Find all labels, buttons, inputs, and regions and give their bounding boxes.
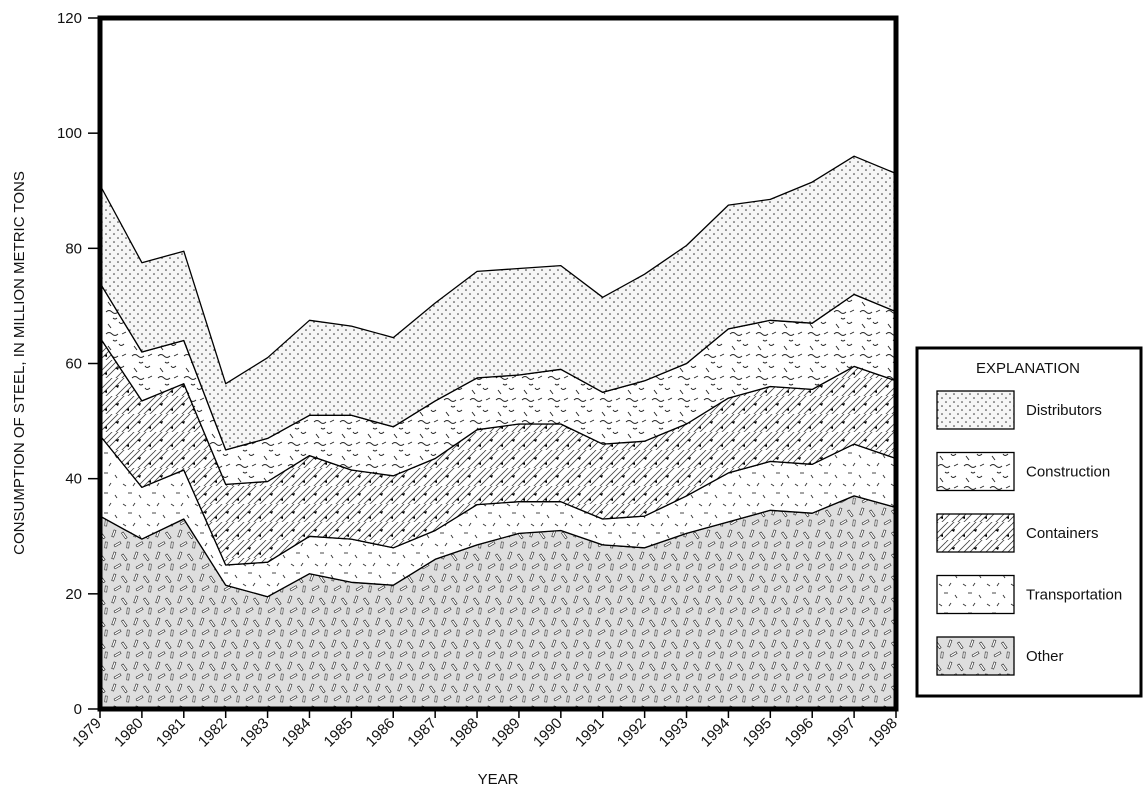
- x-tick-label: 1992: [614, 715, 650, 751]
- series-areas: [99, 155, 897, 710]
- x-tick-label: 1991: [572, 715, 608, 751]
- y-axis: 0 20 40 60 80 100 120: [57, 10, 100, 718]
- x-tick-label: 1983: [237, 715, 273, 751]
- legend-label-other: Other: [1026, 648, 1064, 665]
- x-tick-label: 1995: [740, 715, 776, 751]
- x-tick-label: 1994: [698, 715, 734, 751]
- x-tick-label: 1993: [656, 715, 692, 751]
- x-axis: 1979 1980 1981 1982 1983 1984 1985 1986 1987 1988…: [69, 709, 901, 750]
- x-tick-label: 1998: [865, 715, 901, 751]
- legend-swatch-containers: [936, 513, 1015, 553]
- x-tick-label: 1996: [781, 715, 817, 751]
- x-tick-label: 1990: [530, 715, 566, 751]
- y-tick-label: 0: [74, 701, 82, 718]
- x-tick-label: 1980: [111, 715, 147, 751]
- x-tick-label: 1982: [195, 715, 231, 751]
- x-tick-label: 1986: [362, 715, 398, 751]
- legend-label-transportation: Transportation: [1026, 587, 1122, 604]
- legend-label-distributors: Distributors: [1026, 402, 1102, 419]
- x-tick-label: 1984: [279, 715, 315, 751]
- y-tick-label: 100: [57, 125, 82, 142]
- x-tick-label: 1997: [823, 715, 859, 751]
- legend-label-construction: Construction: [1026, 464, 1110, 481]
- x-tick-label: 1987: [404, 715, 440, 751]
- legend-swatch-transportation: [936, 574, 1015, 615]
- x-tick-label: 1988: [446, 715, 482, 751]
- legend: EXPLANATION Distributors Construction Cont…: [915, 346, 1143, 698]
- x-axis-title: YEAR: [478, 771, 519, 788]
- x-tick-label: 1985: [321, 715, 357, 751]
- y-tick-label: 80: [65, 240, 82, 257]
- legend-label-containers: Containers: [1026, 525, 1099, 542]
- y-axis-title: CONSUMPTION OF STEEL, IN MILLION METRIC …: [11, 171, 28, 555]
- y-tick-label: 60: [65, 356, 82, 373]
- x-tick-label: 1981: [153, 715, 189, 751]
- y-tick-label: 120: [57, 10, 82, 27]
- x-tick-label: 1979: [69, 715, 105, 751]
- legend-title: EXPLANATION: [976, 360, 1080, 377]
- legend-swatch-construction: [936, 451, 1015, 492]
- legend-swatch-other: [936, 636, 1015, 676]
- x-tick-label: 1989: [488, 715, 524, 751]
- legend-swatch-distributors: [936, 390, 1015, 430]
- y-tick-label: 40: [65, 471, 82, 488]
- y-tick-label: 20: [65, 586, 82, 603]
